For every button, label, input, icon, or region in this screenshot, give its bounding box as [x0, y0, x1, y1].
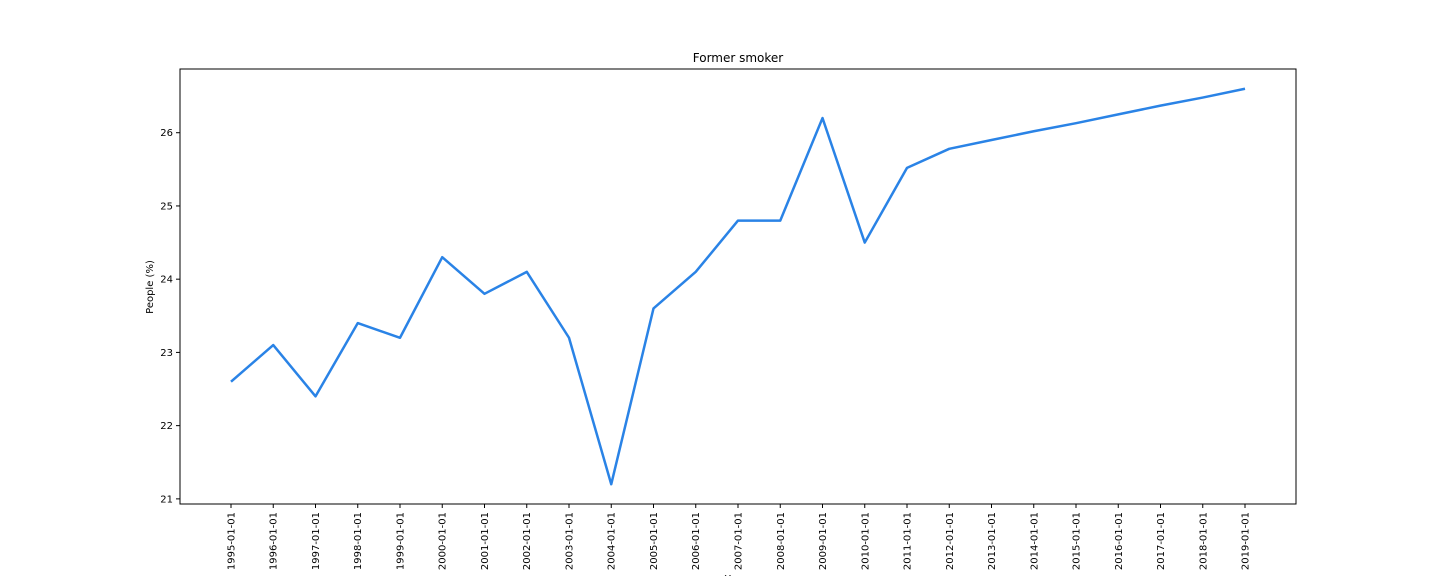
- x-tick-label: 2000-01-01: [438, 512, 449, 570]
- x-tick-label: 2010-01-01: [860, 512, 871, 570]
- x-tick-label: 1996-01-01: [269, 512, 280, 570]
- y-tick-label: 22: [160, 421, 173, 432]
- x-tick-label: 1999-01-01: [395, 512, 406, 570]
- data-line: [230, 87, 1246, 486]
- x-tick-label: 2009-01-01: [818, 512, 829, 570]
- x-tick-label: 1998-01-01: [353, 512, 364, 570]
- x-tick-label: 2003-01-01: [564, 512, 575, 570]
- x-tick-label: 2013-01-01: [987, 512, 998, 570]
- x-tick-label: 2016-01-01: [1114, 512, 1125, 570]
- x-axis-label: Years: [724, 574, 751, 576]
- x-tick-label: 2005-01-01: [649, 512, 660, 570]
- y-tick-label: 23: [160, 348, 173, 359]
- x-tick-label: 2008-01-01: [776, 512, 787, 570]
- x-tick-label: 2018-01-01: [1198, 512, 1209, 570]
- x-tick-label: 1995-01-01: [226, 512, 237, 570]
- chart-title: Former smoker: [693, 51, 784, 65]
- x-tick-label: 2017-01-01: [1156, 512, 1167, 570]
- x-tick-label: 2001-01-01: [480, 512, 491, 570]
- x-tick-label: 2004-01-01: [607, 512, 618, 570]
- y-tick-label: 24: [160, 275, 173, 286]
- x-tick-label: 2014-01-01: [1029, 512, 1040, 570]
- y-tick-label: 26: [160, 128, 173, 139]
- x-tick-label: 1997-01-01: [311, 512, 322, 570]
- plot-frame: [179, 68, 1297, 505]
- x-tick-label: 2002-01-01: [522, 512, 533, 570]
- x-tick-label: 2015-01-01: [1072, 512, 1083, 570]
- x-tick-label: 2011-01-01: [903, 512, 914, 570]
- x-tick-label: 2007-01-01: [734, 512, 745, 570]
- x-tick-label: 2019-01-01: [1241, 512, 1252, 570]
- y-tick-label: 25: [160, 201, 173, 212]
- y-tick-label: 21: [160, 494, 173, 505]
- x-tick-label: 2012-01-01: [945, 512, 956, 570]
- y-axis-label: People (%): [145, 260, 156, 314]
- x-tick-label: 2006-01-01: [691, 512, 702, 570]
